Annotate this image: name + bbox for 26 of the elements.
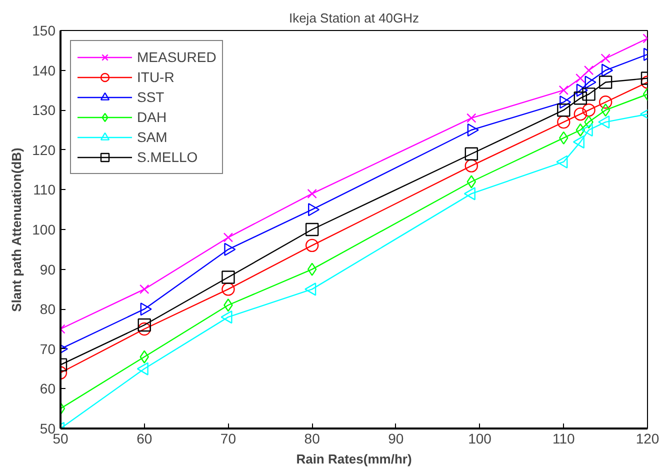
y-tick-label: 110 — [33, 182, 56, 198]
legend-label: SST — [137, 89, 164, 105]
y-tick-label: 150 — [32, 22, 56, 38]
x-tick-label: 120 — [636, 430, 660, 446]
x-tick-label: 80 — [304, 430, 320, 446]
y-tick-label: 80 — [40, 301, 56, 318]
y-tick-label: 130 — [32, 102, 56, 118]
x-tick-label: 60 — [136, 430, 152, 446]
x-tick-label: 70 — [220, 430, 236, 446]
x-tick-label: 110 — [552, 430, 576, 446]
y-tick-label: 70 — [40, 340, 56, 357]
x-axis-title: Rain Rates(mm/hr) — [296, 452, 412, 466]
legend-label: MEASURED — [137, 49, 216, 65]
legend-label: S.MELLO — [137, 149, 198, 165]
chart-title: Ikeja Station at 40GHz — [288, 10, 420, 26]
y-tick-label: 120 — [32, 142, 56, 158]
y-tick-label: 140 — [32, 62, 56, 78]
y-tick-label: 60 — [40, 380, 56, 397]
x-tick-label: 90 — [388, 430, 404, 446]
legend-label: DAH — [137, 109, 167, 125]
y-axis-title: Slant path Attenuation(dB) — [9, 148, 24, 312]
x-tick-label: 100 — [468, 430, 492, 446]
y-tick-label: 100 — [32, 222, 56, 238]
y-tick-label: 90 — [40, 261, 56, 278]
legend-label: SAM — [137, 129, 168, 145]
legend-label: ITU-R — [137, 69, 174, 85]
